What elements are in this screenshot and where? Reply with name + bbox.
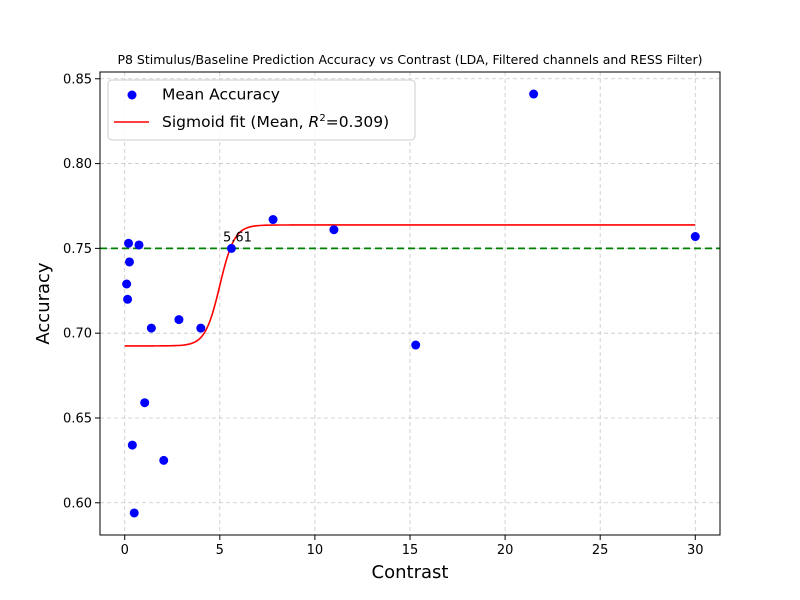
data-point bbox=[329, 225, 339, 235]
data-point bbox=[127, 440, 137, 450]
legend-label-sigmoid-suffix: =0.309) bbox=[326, 113, 389, 131]
data-point bbox=[529, 89, 539, 99]
y-axis-label: Accuracy bbox=[33, 262, 54, 345]
grid bbox=[100, 72, 720, 535]
x-tick-label: 10 bbox=[307, 543, 324, 558]
x-tick-label: 25 bbox=[592, 543, 609, 558]
legend-marker-mean-accuracy bbox=[127, 90, 137, 100]
data-point bbox=[122, 279, 132, 289]
legend-label-sigmoid-fit: Sigmoid fit (Mean, R2=0.309) bbox=[162, 113, 389, 131]
y-tick-label: 0.65 bbox=[63, 411, 92, 426]
legend-label-sigmoid-r: R bbox=[309, 113, 320, 131]
legend: Mean Accuracy Sigmoid fit (Mean, R2=0.30… bbox=[107, 79, 416, 141]
data-point bbox=[411, 340, 421, 350]
x-tick-label: 0 bbox=[121, 543, 129, 558]
data-points bbox=[122, 89, 700, 518]
data-point bbox=[129, 508, 139, 518]
chart-title: P8 Stimulus/Baseline Prediction Accuracy… bbox=[117, 52, 702, 67]
data-point bbox=[134, 240, 144, 250]
legend-label-sigmoid-prefix: Sigmoid fit (Mean, bbox=[162, 113, 309, 131]
data-point bbox=[174, 315, 184, 325]
annotations: 5.61 bbox=[223, 230, 252, 245]
data-point bbox=[146, 323, 156, 333]
x-tick-label: 5 bbox=[216, 543, 224, 558]
x-axis-label: Contrast bbox=[372, 562, 449, 583]
data-point bbox=[268, 215, 278, 225]
data-point bbox=[690, 232, 700, 242]
sigmoid-fit-group bbox=[124, 224, 696, 347]
sigmoid-fit-line bbox=[124, 224, 696, 347]
y-axis-ticks: 0.60 0.65 0.70 0.75 0.80 0.85 bbox=[63, 72, 100, 511]
y-tick-label: 0.80 bbox=[63, 157, 92, 172]
y-tick-label: 0.60 bbox=[63, 496, 92, 511]
x-axis-ticks: 0 5 10 15 20 25 30 bbox=[121, 535, 704, 558]
data-point bbox=[159, 455, 169, 465]
data-point bbox=[124, 257, 134, 267]
data-point bbox=[123, 294, 133, 304]
legend-label-mean-accuracy: Mean Accuracy bbox=[162, 86, 280, 104]
x-tick-label: 20 bbox=[497, 543, 514, 558]
y-tick-label: 0.75 bbox=[63, 242, 92, 257]
x-tick-label: 30 bbox=[687, 543, 704, 558]
annotation-label: 5.61 bbox=[223, 230, 252, 245]
data-point bbox=[196, 323, 206, 333]
legend-box bbox=[107, 79, 416, 141]
legend-label-sigmoid-sup: 2 bbox=[319, 113, 325, 124]
data-point bbox=[226, 243, 236, 253]
data-point bbox=[124, 238, 134, 248]
y-tick-label: 0.85 bbox=[63, 72, 92, 87]
y-tick-label: 0.70 bbox=[63, 327, 92, 342]
data-point bbox=[140, 398, 150, 408]
x-tick-label: 15 bbox=[402, 543, 419, 558]
